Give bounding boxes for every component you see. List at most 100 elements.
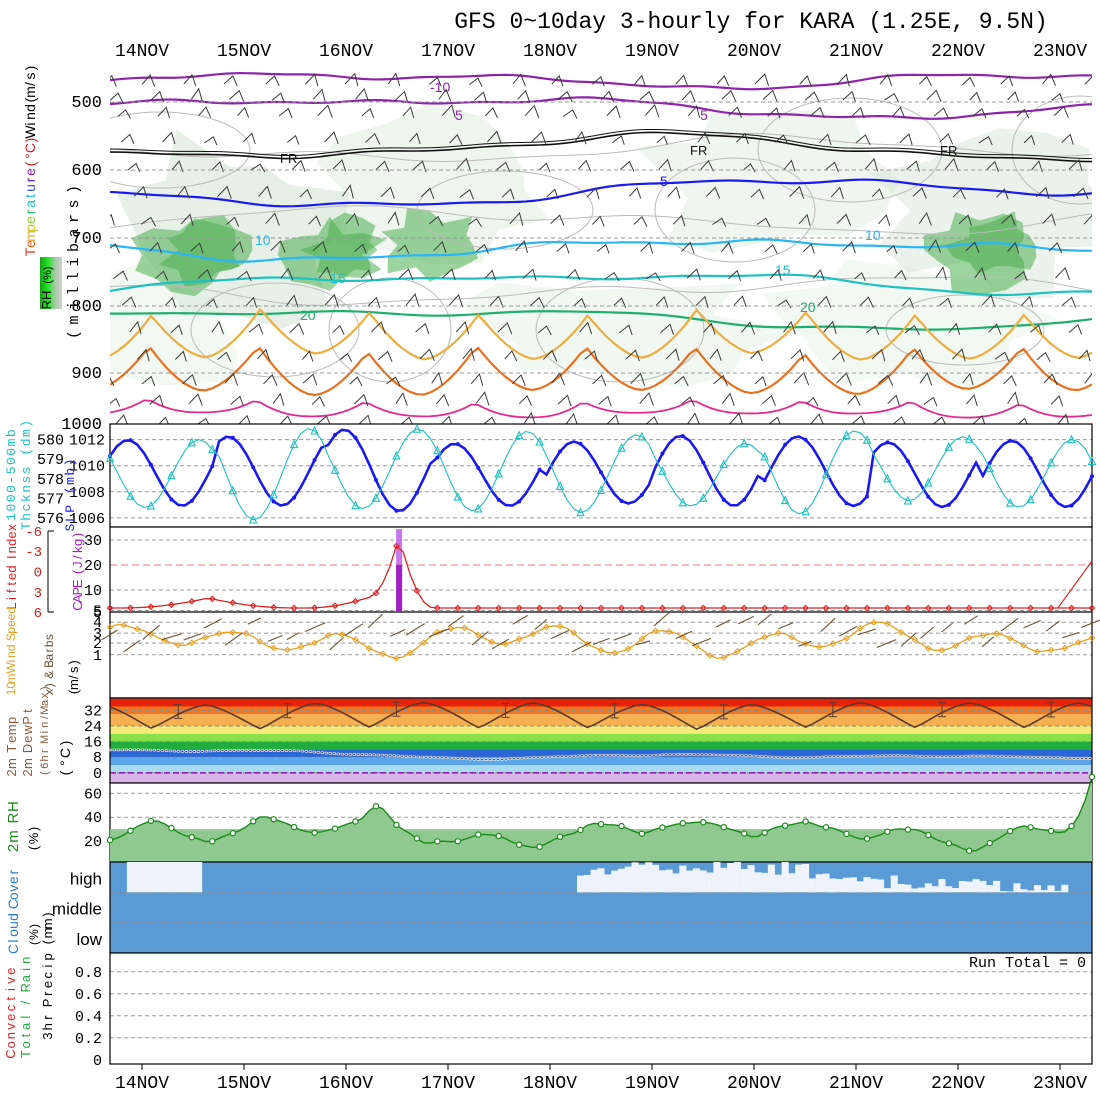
svg-text:C: C	[22, 143, 38, 153]
svg-text:20NOV: 20NOV	[727, 1074, 781, 1094]
svg-text:S: S	[63, 523, 78, 531]
svg-text:0.8: 0.8	[75, 965, 102, 982]
svg-text:a: a	[22, 200, 38, 208]
svg-text:/: /	[22, 82, 38, 86]
svg-text:v: v	[3, 977, 18, 984]
svg-text:w: w	[20, 724, 35, 735]
svg-text:e: e	[5, 876, 21, 884]
svg-text:h: h	[40, 1023, 55, 1030]
svg-text:0.2: 0.2	[75, 1031, 102, 1048]
svg-text:0: 0	[4, 485, 19, 493]
svg-text:t: t	[4, 582, 19, 586]
svg-text:h: h	[19, 513, 34, 521]
svg-text:e: e	[22, 168, 38, 176]
svg-text:low: low	[76, 930, 102, 949]
svg-text:0: 0	[93, 1053, 102, 1070]
svg-text:0: 0	[4, 448, 19, 456]
svg-text:d: d	[4, 607, 18, 614]
svg-text:900: 900	[71, 365, 102, 384]
svg-text:14NOV: 14NOV	[115, 42, 169, 62]
svg-text:21NOV: 21NOV	[829, 42, 883, 62]
svg-text:): )	[70, 533, 85, 537]
svg-text:1012: 1012	[69, 433, 105, 450]
svg-text:u: u	[22, 184, 38, 192]
svg-text:p: p	[4, 717, 19, 724]
svg-text:0: 0	[34, 566, 42, 582]
svg-text:h: h	[39, 755, 51, 761]
svg-text:L: L	[63, 514, 78, 522]
svg-text:n: n	[19, 485, 34, 493]
svg-text:r: r	[22, 209, 38, 214]
svg-text:(: (	[40, 939, 55, 944]
svg-text:r: r	[42, 649, 56, 653]
svg-text:(: (	[39, 771, 51, 775]
svg-text:t: t	[20, 709, 35, 713]
svg-text:R: R	[5, 813, 22, 824]
svg-text:C: C	[3, 1049, 18, 1058]
svg-text:10: 10	[84, 583, 102, 600]
svg-text:578: 578	[37, 472, 64, 489]
svg-text:P: P	[20, 716, 35, 725]
svg-text:0.4: 0.4	[75, 1009, 102, 1026]
svg-text:20: 20	[800, 299, 816, 315]
svg-text:M: M	[39, 706, 51, 715]
svg-text:0: 0	[4, 504, 19, 512]
svg-text:d: d	[22, 104, 38, 112]
svg-text:t: t	[3, 997, 18, 1001]
svg-text:21NOV: 21NOV	[829, 1074, 883, 1094]
svg-text:(: (	[70, 569, 85, 574]
svg-text:s: s	[66, 199, 83, 208]
svg-text:30: 30	[84, 533, 102, 550]
svg-text:19NOV: 19NOV	[625, 1074, 679, 1094]
svg-text:r: r	[22, 177, 38, 182]
svg-text:b: b	[4, 429, 19, 437]
svg-text:i: i	[4, 660, 18, 663]
svg-text:m: m	[5, 830, 22, 843]
svg-text:m: m	[66, 679, 81, 690]
svg-text:%: %	[26, 832, 41, 844]
svg-text:): )	[63, 458, 78, 466]
svg-text:(: (	[57, 770, 73, 775]
svg-text:18NOV: 18NOV	[523, 42, 577, 62]
svg-text:): )	[39, 686, 51, 690]
svg-text:FR: FR	[690, 143, 707, 158]
svg-text:%: %	[27, 929, 41, 940]
svg-text:o: o	[5, 929, 21, 937]
svg-text:r: r	[5, 870, 21, 875]
svg-text:3: 3	[40, 1032, 55, 1039]
svg-text:2: 2	[20, 769, 35, 776]
svg-text:-6: -6	[25, 525, 42, 541]
svg-text:15: 15	[775, 262, 791, 278]
svg-text:m: m	[4, 674, 18, 684]
svg-text:i: i	[18, 968, 33, 971]
svg-text:o: o	[18, 1041, 33, 1048]
svg-text:24: 24	[84, 719, 102, 736]
svg-text:p: p	[40, 953, 55, 960]
svg-text:/: /	[70, 555, 85, 559]
svg-text:m: m	[20, 758, 35, 769]
svg-text:(: (	[26, 845, 41, 850]
svg-text:FR: FR	[940, 143, 957, 158]
svg-text:W: W	[22, 125, 38, 139]
svg-text:0: 0	[4, 457, 19, 465]
svg-text:6: 6	[39, 763, 51, 769]
svg-text:17NOV: 17NOV	[421, 42, 475, 62]
svg-text:579: 579	[37, 452, 64, 469]
svg-text:10: 10	[865, 227, 881, 243]
svg-text:C: C	[57, 748, 73, 758]
svg-text:P: P	[63, 505, 78, 513]
svg-text:(: (	[22, 161, 38, 166]
svg-text:d: d	[4, 539, 19, 546]
svg-text:C: C	[5, 944, 21, 954]
svg-text:6: 6	[34, 606, 42, 622]
svg-text:m: m	[4, 724, 19, 735]
svg-text:GFS 0~10day 3-hourly for KARA: GFS 0~10day 3-hourly for KARA (1.25E, 9.…	[454, 9, 1048, 35]
svg-text:e: e	[3, 1014, 18, 1021]
svg-text:H: H	[5, 801, 22, 812]
svg-text:500: 500	[71, 94, 102, 113]
svg-text:2: 2	[4, 769, 19, 776]
svg-text:°: °	[57, 760, 73, 766]
svg-text:0: 0	[4, 494, 19, 502]
svg-text:5: 5	[455, 107, 463, 123]
svg-text:s: s	[66, 666, 81, 673]
